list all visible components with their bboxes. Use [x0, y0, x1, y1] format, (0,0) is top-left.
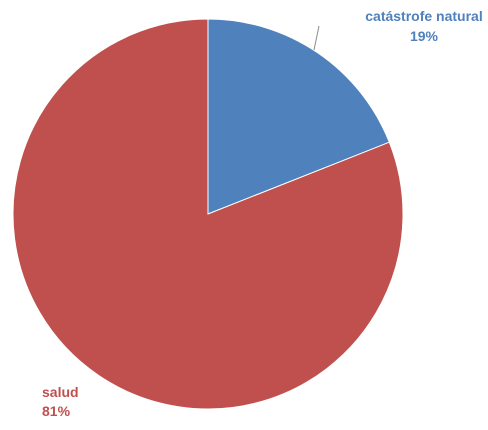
leader-line	[313, 25, 320, 51]
pie-slice-salud	[12, 18, 404, 410]
slice-label: salud	[42, 384, 79, 400]
slice-label: catástrofe natural	[365, 8, 482, 24]
slice-percent-label: 81%	[42, 403, 71, 419]
slice-percent-label: 19%	[410, 28, 439, 44]
pie-slice-catástrofe-natural	[207, 18, 390, 215]
